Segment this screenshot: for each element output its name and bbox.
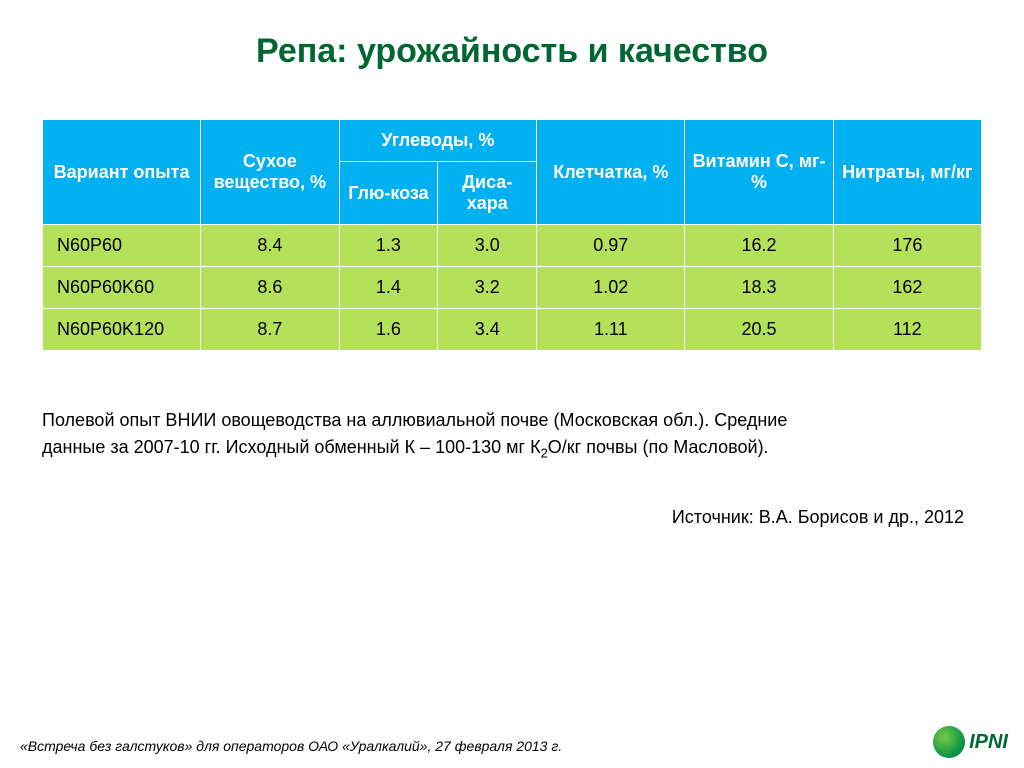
cell-vitc: 16.2 — [685, 225, 833, 267]
cell-variant: N60P60 — [43, 225, 201, 267]
cell-fiber: 0.97 — [537, 225, 685, 267]
cell-dry: 8.6 — [201, 267, 339, 309]
caption-text: Полевой опыт ВНИИ овощеводства на аллюви… — [42, 407, 982, 463]
cell-dry: 8.4 — [201, 225, 339, 267]
globe-icon — [933, 726, 965, 758]
cell-variant: N60P60K120 — [43, 309, 201, 351]
logo-label: IPNI — [969, 731, 1008, 754]
cell-nit: 112 — [833, 309, 981, 351]
table-row: N60P60K60 8.6 1.4 3.2 1.02 18.3 162 — [43, 267, 982, 309]
cell-dis: 3.4 — [438, 309, 537, 351]
table-row: N60P60K120 8.7 1.6 3.4 1.11 20.5 112 — [43, 309, 982, 351]
data-table: Вариант опыта Сухое вещество, % Углеводы… — [42, 119, 982, 351]
cell-fiber: 1.11 — [537, 309, 685, 351]
col-vitc: Витамин С, мг-% — [685, 120, 833, 225]
footer-text: «Встреча без галстуков» для операторов О… — [20, 738, 562, 754]
col-variant: Вариант опыта — [43, 120, 201, 225]
caption-sub: 2 — [541, 446, 548, 461]
caption-line2a: данные за 2007-10 гг. Исходный обменный … — [42, 437, 541, 457]
cell-dis: 3.2 — [438, 267, 537, 309]
col-carbs: Углеводы, % — [339, 120, 537, 162]
col-fiber: Клетчатка, % — [537, 120, 685, 225]
cell-vitc: 20.5 — [685, 309, 833, 351]
col-disaccharide: Диса-хара — [438, 162, 537, 225]
cell-nit: 176 — [833, 225, 981, 267]
col-glucose: Глю-коза — [339, 162, 438, 225]
data-table-container: Вариант опыта Сухое вещество, % Углеводы… — [42, 119, 982, 351]
cell-variant: N60P60K60 — [43, 267, 201, 309]
col-dry-matter: Сухое вещество, % — [201, 120, 339, 225]
ipni-logo: IPNI — [933, 726, 1008, 758]
cell-fiber: 1.02 — [537, 267, 685, 309]
page-title: Репа: урожайность и качество — [0, 0, 1024, 71]
col-nitrates: Нитраты, мг/кг — [833, 120, 981, 225]
source-text: Источник: В.А. Борисов и др., 2012 — [0, 507, 964, 528]
cell-vitc: 18.3 — [685, 267, 833, 309]
cell-glu: 1.6 — [339, 309, 438, 351]
cell-dry: 8.7 — [201, 309, 339, 351]
cell-nit: 162 — [833, 267, 981, 309]
caption-line1: Полевой опыт ВНИИ овощеводства на аллюви… — [42, 410, 787, 430]
cell-glu: 1.3 — [339, 225, 438, 267]
cell-glu: 1.4 — [339, 267, 438, 309]
table-row: N60P60 8.4 1.3 3.0 0.97 16.2 176 — [43, 225, 982, 267]
cell-dis: 3.0 — [438, 225, 537, 267]
caption-line2b: О/кг почвы (по Масловой). — [548, 437, 769, 457]
